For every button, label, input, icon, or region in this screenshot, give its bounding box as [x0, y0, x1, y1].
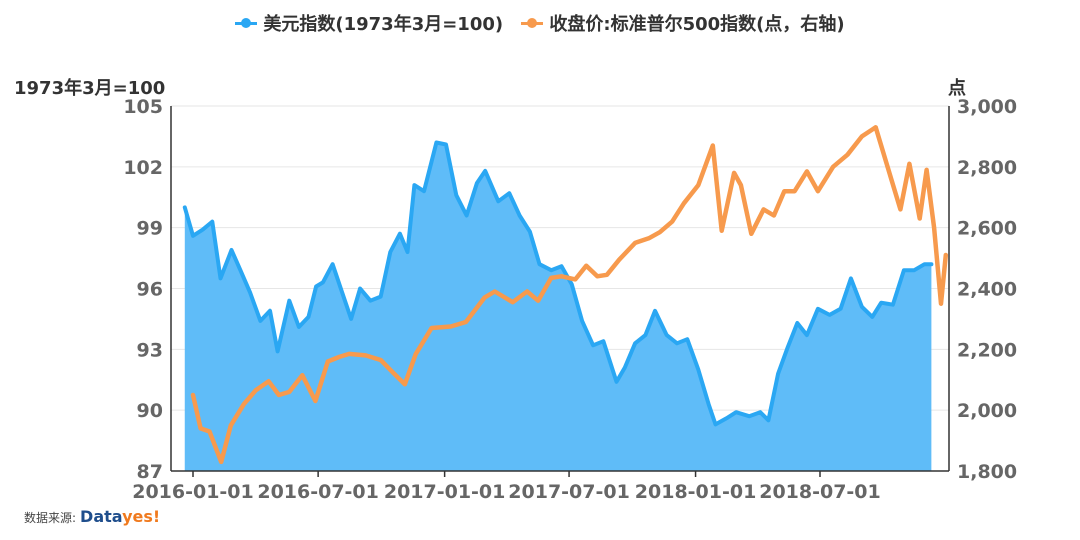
left-tick-label: 93: [137, 339, 163, 361]
legend-item-usd-index[interactable]: 美元指数(1973年3月=100): [235, 10, 503, 36]
x-tick-label: 2017-07-01: [508, 481, 630, 503]
right-tick-label: 2,800: [957, 157, 1017, 179]
axis-layer: 87 1,800 90 2,000 93 2,200 96 2,400 99 2,600 102 2,…: [123, 96, 1017, 503]
left-tick-label: 99: [137, 218, 163, 240]
left-tick-label: 102: [123, 157, 163, 179]
x-tick-label: 2018-07-01: [759, 481, 881, 503]
sp500-line: [190, 125, 949, 465]
legend-swatch-sp500: [521, 16, 544, 30]
legend-dot-usd: [241, 18, 252, 28]
legend-swatch-usd: [235, 16, 258, 30]
x-tick-label: 2016-01-01: [132, 481, 254, 503]
datayes-logo: Datayes!: [80, 507, 160, 526]
usd-index-line: [182, 140, 934, 427]
left-tick-label: 105: [123, 96, 163, 118]
chart-legend: 美元指数(1973年3月=100) 收盘价:标准普尔500指数(点，右轴): [0, 10, 1080, 36]
legend-item-sp500[interactable]: 收盘价:标准普尔500指数(点，右轴): [521, 10, 845, 36]
legend-dot-sp500: [527, 18, 538, 28]
legend-label-usd: 美元指数(1973年3月=100): [263, 14, 504, 35]
right-tick-label: 2,000: [957, 400, 1017, 422]
data-source: 数据来源: Datayes!: [24, 507, 160, 526]
left-tick-label: 87: [137, 461, 163, 483]
right-tick-label: 1,800: [957, 461, 1017, 483]
right-tick-label: 2,600: [957, 218, 1017, 240]
left-tick-label: 96: [137, 279, 163, 301]
legend-label-sp500: 收盘价:标准普尔500指数(点，右轴): [549, 14, 845, 35]
usd-area-layer: [184, 142, 932, 471]
right-axis-unit: 点: [948, 78, 966, 99]
right-tick-label: 2,200: [957, 339, 1017, 361]
x-tick-label: 2017-01-01: [384, 481, 506, 503]
left-tick-label: 90: [137, 400, 163, 422]
left-axis-unit: 1973年3月=100: [14, 78, 166, 99]
series-line-layer: [182, 125, 949, 465]
source-prefix: 数据来源:: [24, 511, 77, 525]
right-tick-label: 3,000: [957, 96, 1017, 118]
right-tick-label: 2,400: [957, 279, 1017, 301]
x-tick-label: 2016-07-01: [257, 481, 379, 503]
usd-index-area: [184, 142, 932, 471]
x-tick-label: 2018-01-01: [635, 481, 757, 503]
logo-part-yes: yes!: [122, 507, 161, 526]
logo-part-data: Data: [80, 507, 123, 526]
